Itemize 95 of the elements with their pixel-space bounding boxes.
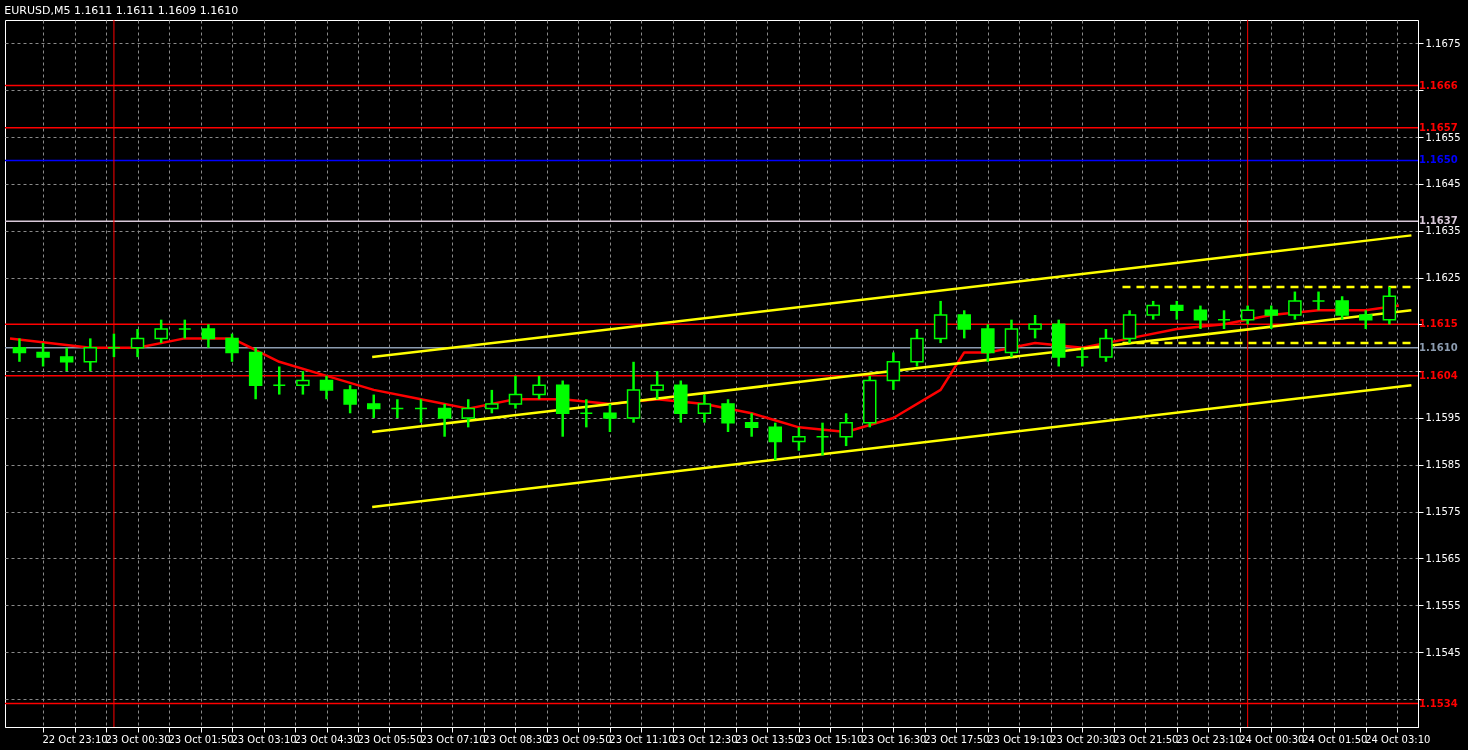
candlestick: [178, 318, 192, 340]
x-tick-label: 23 Oct 23:10: [1176, 733, 1242, 745]
candlestick: [957, 309, 971, 340]
candlestick: [1264, 304, 1279, 331]
x-tick-label: 23 Oct 15:10: [798, 733, 864, 745]
y-tick-label: 1.1645: [1425, 178, 1461, 190]
x-tick-label: 24 Oct 03:10: [1365, 733, 1431, 745]
candlestick: [437, 402, 452, 438]
candlestick: [296, 369, 310, 396]
candlestick: [390, 398, 405, 420]
candlestick: [744, 412, 759, 438]
candlestick: [343, 383, 357, 415]
candlestick: [981, 323, 995, 364]
ref-line-label: 1.1650: [1419, 154, 1458, 166]
candlestick: [910, 327, 924, 368]
candlestick: [792, 426, 806, 452]
x-tick-label: 23 Oct 19:10: [987, 733, 1053, 745]
candlestick: [154, 318, 168, 345]
x-tick-label: 23 Oct 07:10: [420, 733, 486, 745]
candlestick: [1311, 290, 1326, 312]
y-tick-label: 1.1635: [1425, 225, 1461, 237]
x-tick-label: 23 Oct 12:30: [672, 733, 738, 745]
y-tick-label: 1.1585: [1425, 459, 1461, 471]
candlestick: [414, 398, 428, 424]
candlestick: [1099, 327, 1113, 364]
x-tick-label: 23 Oct 03:10: [231, 733, 297, 745]
ref-line-label: 1.1657: [1419, 121, 1458, 133]
x-tick-label: 23 Oct 13:50: [735, 733, 801, 745]
y-tick-label: 1.1625: [1425, 272, 1461, 284]
x-tick-label: 23 Oct 17:50: [924, 733, 990, 745]
candlestick: [485, 388, 499, 415]
x-tick-label: 24 Oct 00:30: [1239, 733, 1305, 745]
ref-line-label: 1.1637: [1419, 215, 1458, 227]
candlestick: [36, 341, 50, 368]
candlestick: [12, 337, 27, 364]
candlestick: [1217, 309, 1231, 331]
candlestick: [1146, 299, 1160, 321]
x-tick-label: 23 Oct 11:10: [609, 733, 675, 745]
ref-line-label: 1.1610: [1419, 341, 1458, 353]
candlestick: [225, 332, 239, 364]
candlestick: [1075, 346, 1090, 368]
ref-line-label: 1.1534: [1419, 697, 1458, 709]
x-tick-label: 23 Oct 16:30: [861, 733, 927, 745]
y-tick-label: 1.1545: [1425, 646, 1461, 658]
y-tick-label: 1.1565: [1425, 552, 1461, 564]
candlestick: [1382, 285, 1397, 326]
candlestick: [508, 374, 523, 410]
x-tick-label: 23 Oct 09:50: [546, 733, 612, 745]
y-tick-label: 1.1655: [1425, 131, 1461, 143]
candlestick: [1170, 299, 1184, 321]
candlestick: [1335, 295, 1349, 321]
candlestick: [130, 327, 145, 359]
x-tick-label: 23 Oct 05:50: [357, 733, 423, 745]
candlestick: [579, 398, 594, 429]
candlestick: [1193, 304, 1208, 331]
ref-line-label: 1.1666: [1419, 79, 1458, 91]
y-tick-label: 1.1575: [1425, 506, 1461, 518]
candlestick: [768, 421, 783, 462]
candlestick: [933, 299, 948, 345]
candlestick: [1240, 304, 1255, 326]
candlestick: [886, 351, 901, 392]
candlestick: [532, 374, 546, 401]
candlestick: [1288, 290, 1302, 321]
x-tick-label: 23 Oct 08:30: [483, 733, 549, 745]
candlestick: [366, 393, 381, 420]
candlestick: [461, 398, 475, 429]
ref-line-label: 1.1615: [1419, 318, 1458, 330]
x-tick-label: 24 Oct 01:50: [1302, 733, 1368, 745]
candlestick: [1359, 309, 1373, 331]
candlestick: [83, 337, 98, 373]
x-tick-label: 23 Oct 21:50: [1113, 733, 1179, 745]
y-tick-label: 1.1555: [1425, 599, 1461, 611]
x-tick-label: 22 Oct 23:10: [42, 733, 108, 745]
candlestick: [59, 346, 74, 373]
y-tick-label: 1.1675: [1425, 37, 1461, 49]
x-tick-label: 23 Oct 04:30: [294, 733, 360, 745]
candlestick: [1004, 318, 1019, 359]
candlestick: [1028, 313, 1042, 340]
candlestick: [839, 412, 853, 448]
ref-line-label: 1.1604: [1419, 369, 1458, 381]
candlestick: [201, 323, 216, 349]
candlestick: [697, 393, 712, 424]
candlestick: [603, 402, 617, 434]
y-tick-label: 1.1595: [1425, 412, 1461, 424]
candlestick: [272, 365, 287, 396]
candlestick: [107, 332, 121, 359]
x-tick-label: 23 Oct 00:30: [105, 733, 171, 745]
x-tick-label: 23 Oct 20:30: [1050, 733, 1116, 745]
chart-title: EURUSD,M5 1.1611 1.1611 1.1609 1.1610: [4, 3, 239, 17]
x-tick-label: 23 Oct 01:50: [168, 733, 234, 745]
candlestick: [319, 374, 334, 401]
candlestick: [650, 369, 664, 401]
candlestick: [721, 398, 735, 434]
candlestick: [1122, 309, 1137, 345]
candlestick: [815, 421, 830, 457]
